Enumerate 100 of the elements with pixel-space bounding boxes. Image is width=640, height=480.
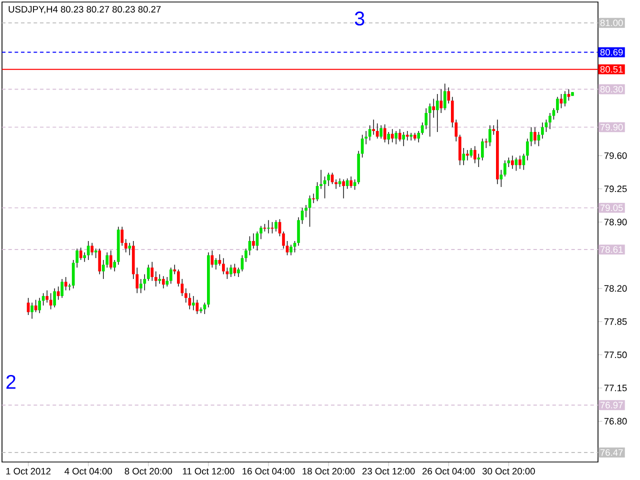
candlestick	[567, 88, 570, 101]
candlestick	[350, 176, 352, 188]
y-tick-label: 77.50	[604, 352, 627, 358]
candlestick	[128, 242, 132, 256]
y-tick-label: 79.25	[604, 186, 627, 192]
y-tick-label: 77.15	[604, 384, 627, 392]
candlestick	[90, 242, 94, 256]
candlestick	[417, 130, 420, 143]
candlestick	[173, 264, 176, 275]
candlestick	[60, 278, 64, 298]
candlestick	[364, 130, 368, 145]
candlestick	[196, 299, 199, 314]
y-tick-label: 78.90	[604, 218, 627, 226]
x-tick-label: 11 Oct 12:00	[182, 468, 234, 474]
candlestick	[260, 225, 262, 240]
candlestick	[454, 119, 458, 142]
x-tick-label: 1 Oct 2012	[6, 468, 50, 474]
candlestick	[68, 283, 71, 291]
x-tick-label: 26 Oct 04:00	[422, 468, 475, 474]
candlestick	[504, 160, 506, 177]
candlestick	[290, 244, 292, 256]
y-tick-label: 76.80	[604, 418, 627, 424]
candlestick	[424, 108, 428, 130]
candlestick	[46, 290, 48, 304]
candlestick	[390, 128, 394, 143]
candlestick	[143, 274, 146, 291]
candlestick	[83, 252, 86, 262]
candlestick	[76, 248, 78, 268]
ref-line-label: 80.51	[600, 66, 623, 73]
candlestick	[106, 252, 109, 268]
candlestick	[42, 292, 45, 306]
candlestick	[98, 248, 102, 275]
candlestick	[473, 146, 476, 164]
candlestick	[86, 240, 90, 260]
candlestick	[380, 124, 382, 139]
candlestick	[30, 302, 34, 320]
x-tick-label: 16 Oct 04:00	[242, 468, 295, 474]
chart-title: USDJPY,H4 80.23 80.27 80.23 80.27	[8, 6, 161, 14]
candlestick	[327, 172, 330, 186]
y-tick-label: 78.20	[604, 285, 627, 292]
candlestick	[387, 132, 390, 145]
candlestick	[150, 262, 154, 282]
candlestick	[282, 231, 285, 249]
candlestick	[477, 153, 480, 168]
candlestick	[109, 250, 112, 270]
candlestick	[480, 138, 484, 161]
ref-line-label: 80.69	[600, 48, 623, 56]
candlestick	[372, 119, 375, 136]
candlestick	[436, 94, 439, 132]
candlestick	[353, 179, 356, 190]
candlestick	[420, 122, 424, 136]
candlestick	[402, 132, 406, 147]
candlestick	[462, 148, 466, 166]
candlestick	[511, 155, 514, 170]
candlestick	[154, 271, 158, 287]
candlestick	[552, 108, 556, 120]
candlestick	[383, 124, 386, 143]
x-tick-label: 30 Oct 20:00	[482, 468, 535, 474]
ref-line-label: 76.97	[600, 402, 623, 408]
candlestick	[113, 260, 116, 272]
candlestick	[470, 148, 473, 158]
x-tick-label: 18 Oct 20:00	[302, 468, 355, 474]
candlestick	[304, 204, 308, 218]
candlestick	[146, 264, 150, 282]
annotation: 3	[354, 12, 364, 26]
candlestick	[398, 128, 402, 142]
candlestick	[233, 263, 236, 276]
candlestick	[188, 292, 192, 310]
ref-line-label: 81.00	[600, 20, 623, 26]
y-tick-label: 79.60	[604, 152, 627, 159]
candlestick	[230, 264, 232, 278]
candlestick	[447, 87, 450, 104]
candlestick	[94, 248, 98, 258]
text: 2	[6, 374, 16, 389]
candlestick	[158, 274, 162, 284]
candlestick	[166, 276, 169, 287]
candlestick	[267, 220, 270, 234]
candlestick	[53, 288, 56, 308]
x-tick-label: 8 Oct 20:00	[124, 468, 172, 474]
ref-line-label: 78.61	[600, 246, 623, 253]
candlestick	[162, 276, 165, 289]
candlestick	[270, 222, 274, 234]
candlestick	[169, 267, 172, 284]
candlestick	[518, 155, 522, 170]
candlestick	[440, 88, 443, 114]
candlestick	[560, 94, 563, 109]
candlestick	[342, 179, 345, 199]
candlestick	[432, 98, 436, 118]
candlestick	[38, 298, 41, 314]
candlestick	[492, 124, 496, 136]
ref-line-label: 79.90	[600, 124, 623, 130]
candlestick	[222, 258, 225, 275]
candlestick	[136, 267, 139, 294]
candlestick	[548, 112, 552, 130]
candlestick	[139, 278, 142, 294]
candlestick	[458, 134, 462, 166]
candlestick	[541, 122, 544, 139]
candlestick	[184, 288, 188, 304]
ref-line-label: 79.05	[600, 204, 623, 212]
candlestick	[564, 90, 566, 107]
